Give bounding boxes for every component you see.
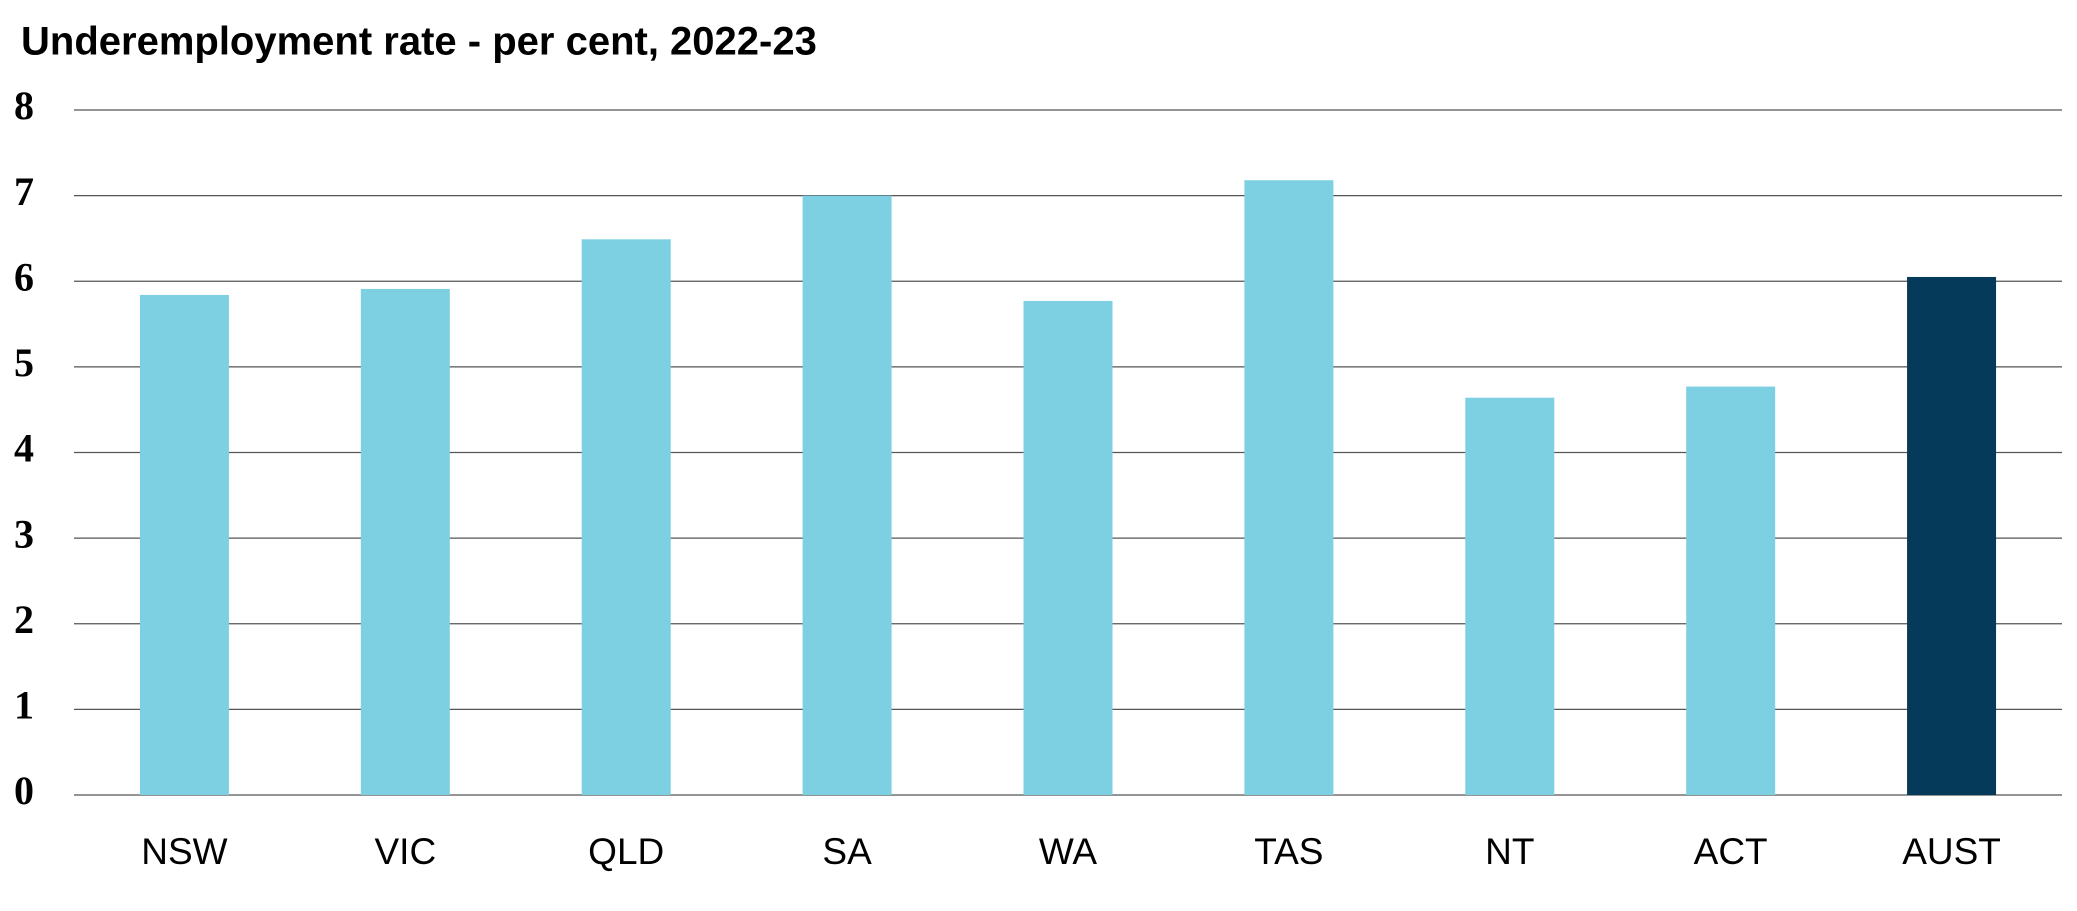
bar [1023, 300, 1113, 795]
y-tick-label: 2 [14, 597, 34, 642]
x-tick-label: TAS [1254, 831, 1323, 872]
x-tick-label: NT [1485, 831, 1534, 872]
bar [139, 294, 229, 795]
bar [360, 288, 450, 795]
x-tick-label: ACT [1694, 831, 1768, 872]
y-tick-label: 0 [14, 768, 34, 813]
y-tick-label: 6 [14, 254, 34, 299]
y-tick-label: 7 [14, 169, 34, 214]
x-tick-label: AUST [1902, 831, 2001, 872]
y-tick-label: 8 [14, 83, 34, 128]
y-tick-label: 1 [14, 683, 34, 728]
bar [802, 195, 892, 795]
bar [1686, 386, 1776, 795]
x-tick-label: NSW [141, 831, 227, 872]
bar [1465, 397, 1555, 795]
y-tick-label: 4 [14, 426, 34, 471]
bar [581, 239, 671, 795]
x-tick-label: SA [822, 831, 872, 872]
y-tick-label: 5 [14, 340, 34, 385]
bar [1907, 276, 1997, 795]
x-tick-label: QLD [588, 831, 664, 872]
y-tick-label: 3 [14, 511, 34, 556]
x-tick-label: WA [1039, 831, 1098, 872]
bar [1244, 180, 1334, 795]
chart-title: Underemployment rate - per cent, 2022-23 [21, 20, 817, 64]
x-tick-label: VIC [374, 831, 436, 872]
